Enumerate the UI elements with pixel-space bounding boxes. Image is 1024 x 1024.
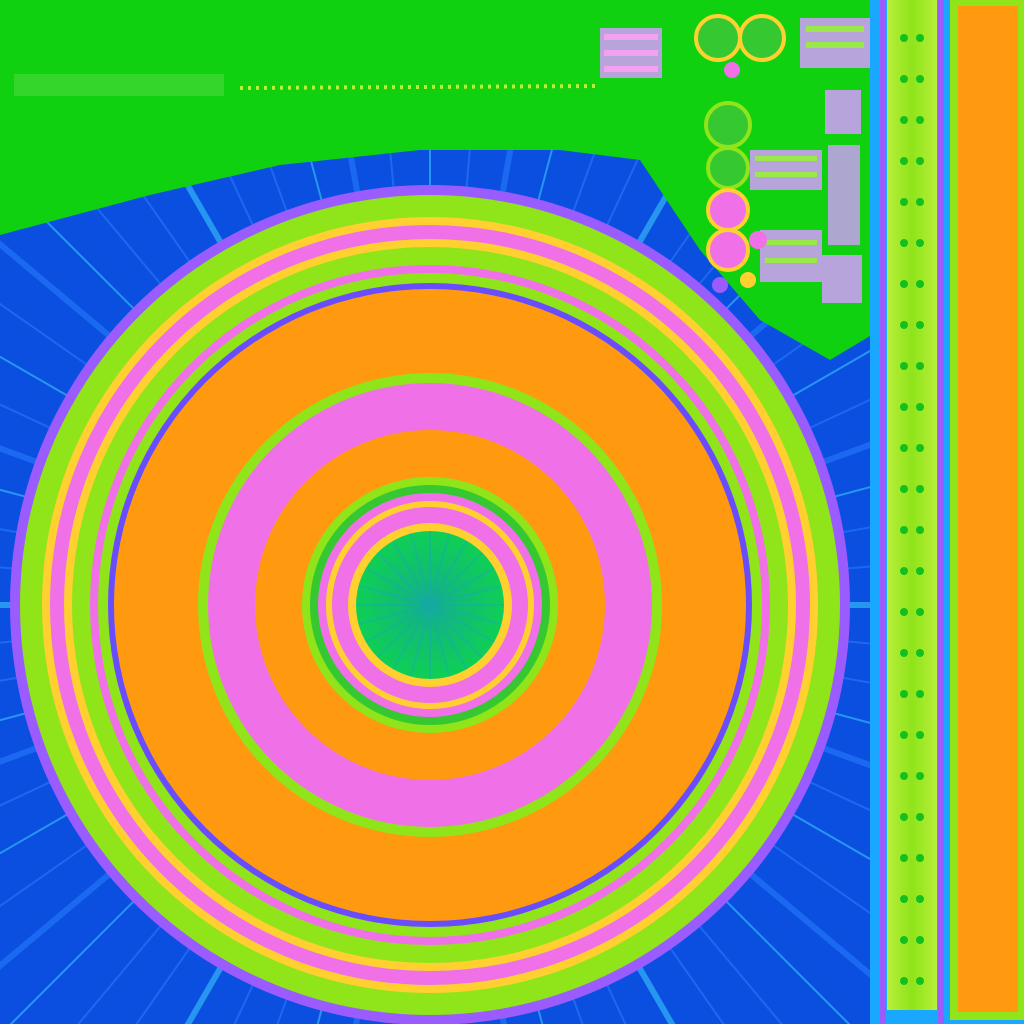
strip-dot <box>916 157 924 165</box>
orange-strip <box>958 6 1018 1012</box>
center-ray <box>429 540 468 606</box>
strip-dot <box>916 772 924 780</box>
strip-dot <box>900 895 908 903</box>
center-ray <box>376 551 431 606</box>
strip-dot <box>916 239 924 247</box>
strip-dot <box>916 198 924 206</box>
strip-dot <box>916 813 924 821</box>
strip-dot <box>916 403 924 411</box>
center-ray <box>409 604 431 677</box>
strip-dot <box>916 567 924 575</box>
concentric-rings <box>10 185 850 1024</box>
strip-dot <box>916 936 924 944</box>
center-ray <box>392 604 431 670</box>
strip-dot <box>900 116 908 124</box>
strip-dot <box>900 321 908 329</box>
strip-dot <box>900 403 908 411</box>
center-ray <box>358 604 431 626</box>
center-ray <box>376 604 431 659</box>
strip-dot <box>916 362 924 370</box>
dotted-strip <box>887 0 937 1010</box>
strip-dot <box>900 772 908 780</box>
strip-dot <box>900 198 908 206</box>
strip-dots <box>900 34 924 985</box>
strip-dot <box>900 731 908 739</box>
strip-dot <box>900 854 908 862</box>
center-ray <box>365 567 431 606</box>
uv-islands <box>600 14 870 303</box>
strip-dot <box>900 75 908 83</box>
strip-dot <box>900 690 908 698</box>
strip-dot <box>900 813 908 821</box>
strip-dot <box>916 321 924 329</box>
strip-dot <box>900 608 908 616</box>
center-ray <box>429 533 451 606</box>
strip-dot <box>916 485 924 493</box>
strip-dot <box>900 936 908 944</box>
strip-dot <box>916 116 924 124</box>
center-ray <box>392 540 431 606</box>
center-ray <box>429 604 468 670</box>
strip-dot <box>900 34 908 42</box>
strip-dot <box>916 649 924 657</box>
center-ray <box>365 604 431 643</box>
center-ray <box>429 604 502 626</box>
center-ray <box>429 567 495 606</box>
strip-dot <box>900 239 908 247</box>
strip-dot <box>900 977 908 985</box>
strip-dot <box>916 444 924 452</box>
strip-dot <box>916 977 924 985</box>
strip-dot <box>900 485 908 493</box>
center-ray <box>429 604 484 659</box>
strip-dot <box>916 526 924 534</box>
strip-dot <box>900 444 908 452</box>
strip-dot <box>916 854 924 862</box>
center-ray <box>429 604 495 643</box>
center-ray <box>429 604 451 677</box>
strip-dot <box>900 526 908 534</box>
strip-dot <box>916 75 924 83</box>
strip-dot <box>916 690 924 698</box>
strip-dot <box>900 567 908 575</box>
strip-dot <box>900 280 908 288</box>
center-ray <box>409 533 431 606</box>
center-ray <box>429 551 484 606</box>
center-rays <box>356 531 504 679</box>
strip-purple-edge-right <box>938 0 944 1024</box>
strip-dot <box>900 649 908 657</box>
top-thin-line <box>14 74 224 96</box>
strip-dot <box>916 34 924 42</box>
strip-purple-edge-left <box>880 0 886 1024</box>
strip-dot <box>916 280 924 288</box>
center-ray <box>429 584 502 606</box>
strip-dot <box>916 895 924 903</box>
center-ray <box>358 584 431 606</box>
strip-dot <box>900 362 908 370</box>
strip-dot <box>916 608 924 616</box>
strip-dot <box>916 731 924 739</box>
strip-dot <box>900 157 908 165</box>
